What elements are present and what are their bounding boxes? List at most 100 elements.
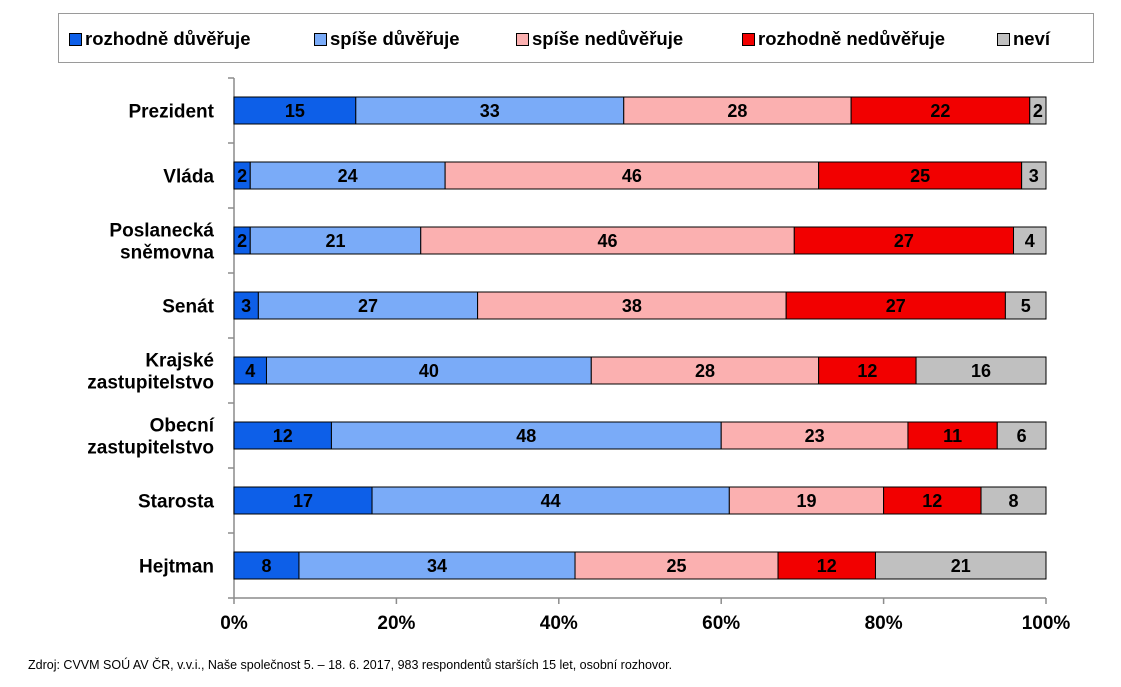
data-label: 34 [427,556,447,576]
data-label: 25 [910,166,930,186]
x-tick-label: 40% [540,613,578,634]
x-tick-label: 20% [377,613,415,634]
category-label: Obecní [150,416,215,437]
data-label: 44 [541,491,561,511]
legend-item: neví [997,28,1050,50]
data-label: 46 [622,166,642,186]
category-label: Krajské [145,351,214,372]
data-label: 48 [516,426,536,446]
bar-segment [996,421,1047,450]
data-label: 27 [358,296,378,316]
bar-segment [574,551,779,580]
data-label: 21 [325,231,345,251]
bar-segment [915,356,1047,385]
category-label: sněmovna [120,243,214,264]
stacked-bar-chart: 0% 20% 40% 60% 80% 100%Prezident 15 33 28 22 2Vlád… [87,77,1071,634]
bar-segment [590,356,820,385]
bar-segment [257,291,479,320]
category-label: Starosta [138,492,214,513]
bar-segment [874,551,1047,580]
data-label: 12 [922,491,942,511]
legend-swatch [69,32,82,46]
data-label: 27 [886,296,906,316]
bar-segment [249,161,446,190]
bar-segment [265,356,592,385]
bar-segment [980,486,1047,515]
bar-segment [793,226,1015,255]
data-label: 28 [695,361,715,381]
data-label: 33 [480,101,500,121]
legend-label: spíše nedůvěřuje [532,28,684,49]
data-label: 17 [293,491,313,511]
legend-item: rozhodně důvěřuje [69,28,251,50]
bar-segment [1021,161,1047,190]
data-label: 12 [273,426,293,446]
bar-segment [818,161,1023,190]
category-label: Vláda [163,167,214,188]
bar-segment [233,291,259,320]
bar-segment [420,226,795,255]
data-label: 11 [943,426,962,446]
data-label: 19 [796,491,816,511]
data-label: 3 [1029,166,1039,186]
legend-label: neví [1013,28,1051,49]
data-label: 4 [245,361,255,381]
bar-segment [444,161,820,190]
data-label: 8 [1009,491,1019,511]
data-label: 16 [971,361,991,381]
data-label: 2 [1033,101,1043,121]
bar-segment [233,551,300,580]
bar-segment [1029,96,1047,125]
data-label: 25 [667,556,687,576]
data-label: 8 [261,556,271,576]
category-label: Senát [162,297,214,318]
x-tick-label: 0% [220,613,248,634]
bar-segment [233,356,267,385]
data-label: 38 [622,296,642,316]
x-tick-label: 100% [1022,613,1071,634]
legend-label: rozhodně důvěřuje [85,28,251,49]
bar-segment [907,421,998,450]
source-note: Zdroj: CVVM SOÚ AV ČR, v.v.i., Naše spol… [28,658,673,672]
bar-segment [728,486,885,515]
data-label: 46 [598,231,618,251]
data-label: 40 [419,361,439,381]
data-label: 2 [237,231,247,251]
data-label: 12 [857,361,877,381]
x-tick-label: 60% [702,613,740,634]
x-tick-label: 80% [865,613,903,634]
data-label: 5 [1021,296,1031,316]
category-label: Poslanecká [109,221,214,242]
legend-label: rozhodně nedůvěřuje [758,28,946,49]
data-label: 2 [237,166,247,186]
legend-swatch [314,32,327,46]
bar-segment [777,551,876,580]
bar-segment [298,551,576,580]
legend-item: spíše nedůvěřuje [516,28,683,50]
category-label: Prezident [128,102,214,123]
bar-segment [233,486,373,515]
category-label: zastupitelstvo [87,438,214,459]
legend: rozhodně důvěřuje spíše důvěřuje spíše ned… [58,13,1094,63]
category-label: Hejtman [139,557,214,578]
legend-swatch [516,32,529,46]
data-label: 3 [241,296,251,316]
bar-segment [477,291,787,320]
bar-segment [330,421,722,450]
category-label: zastupitelstvo [87,373,214,394]
bar-segment [233,96,357,125]
data-label: 23 [805,426,825,446]
legend-swatch [742,32,755,46]
data-label: 12 [817,556,837,576]
legend-label: spíše důvěřuje [330,28,460,49]
bar-segment [623,96,852,125]
data-label: 6 [1017,426,1027,446]
data-label: 15 [285,101,305,121]
bar-segment [1013,226,1047,255]
data-label: 22 [930,101,950,121]
data-label: 21 [951,556,971,576]
data-label: 24 [338,166,358,186]
data-label: 27 [894,231,914,251]
legend-swatch [997,32,1010,46]
data-label: 28 [727,101,747,121]
